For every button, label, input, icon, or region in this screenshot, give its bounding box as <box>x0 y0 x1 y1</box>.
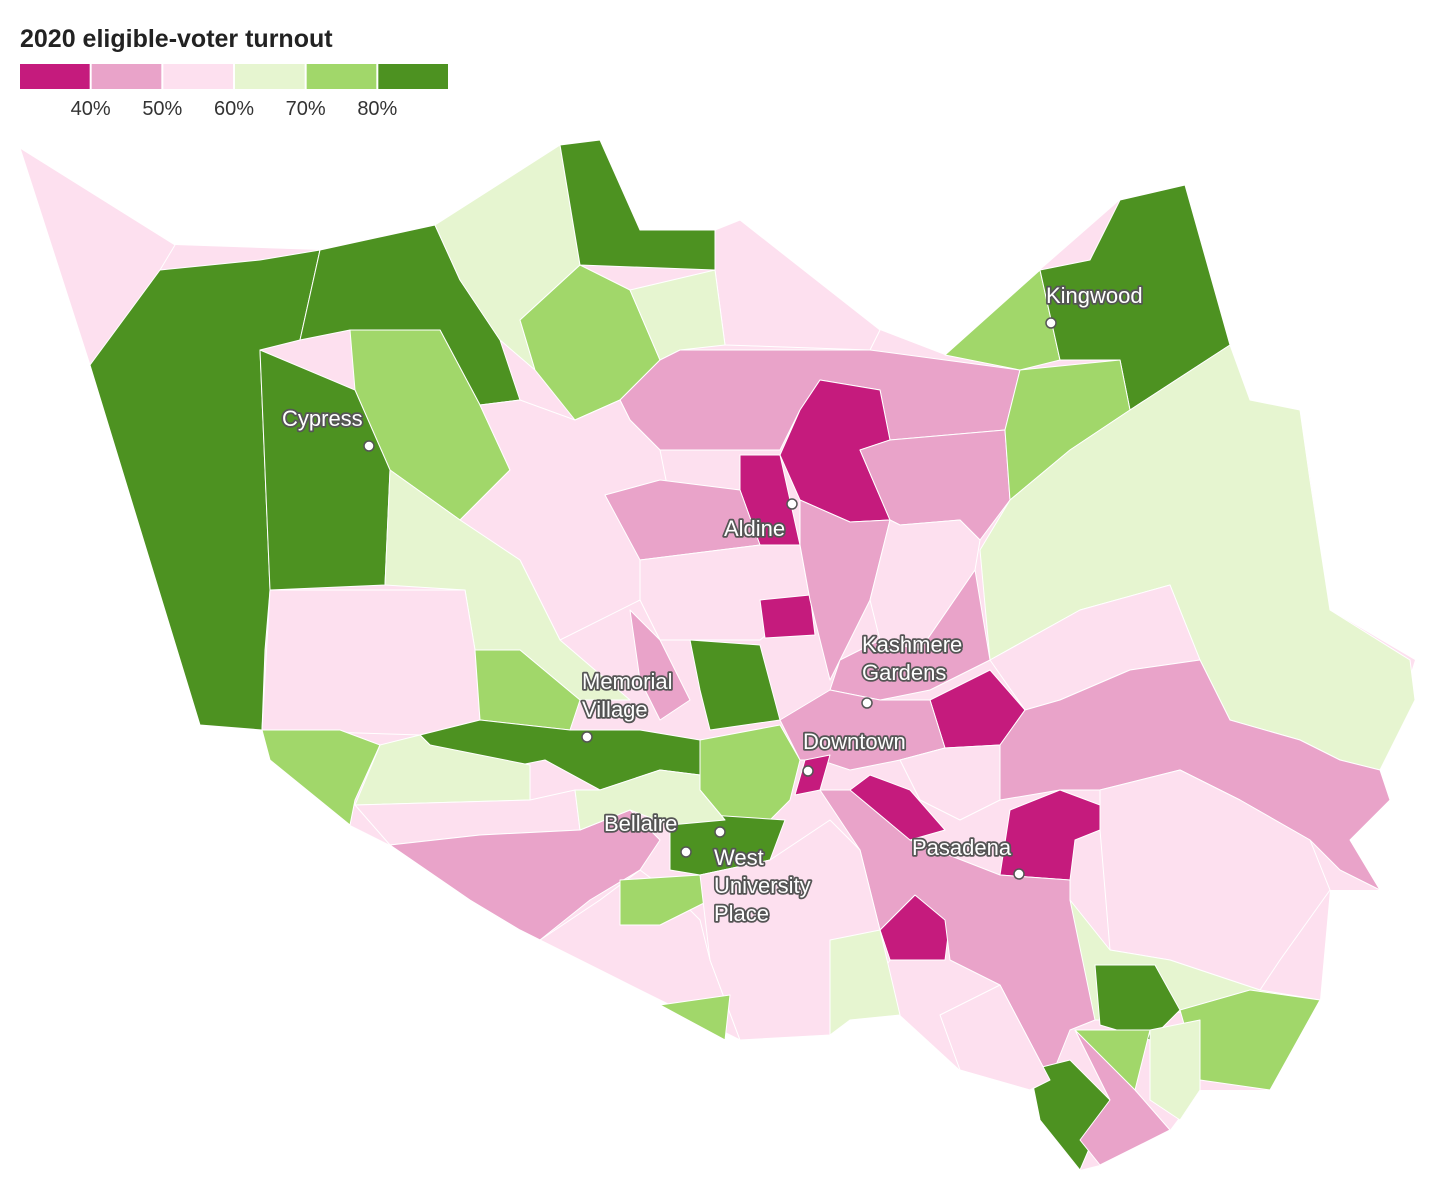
region <box>261 589 481 736</box>
region <box>759 594 816 639</box>
region <box>714 219 881 351</box>
region <box>1094 964 1181 1041</box>
place-dot <box>581 731 593 743</box>
place-label: Cypress <box>282 406 363 431</box>
places: Kingwood Cypress Aldine Kashmere Gardens Memo… <box>280 281 1144 928</box>
region <box>574 769 726 831</box>
chart-title: 2020 eligible-voter turnout <box>20 25 333 53</box>
legend-tick-label: 80% <box>357 98 397 120</box>
region <box>1074 1029 1171 1166</box>
regions <box>19 139 1416 1171</box>
region <box>1099 769 1331 991</box>
place-label: Kashmere <box>862 632 962 657</box>
place-dot <box>1013 868 1025 880</box>
place-label: Memorial <box>582 669 672 694</box>
region <box>1179 989 1321 1091</box>
place-label: University <box>714 873 811 898</box>
region <box>629 269 726 361</box>
region <box>829 929 901 1036</box>
legend-swatch <box>91 64 162 89</box>
legend-tick-label: 50% <box>142 98 182 120</box>
place-label: Gardens <box>862 660 946 685</box>
place-label: Village <box>582 697 648 722</box>
place-dot <box>680 846 692 858</box>
region <box>619 874 711 926</box>
region <box>689 639 781 731</box>
place-dot <box>1045 317 1057 329</box>
place-label: Downtown <box>803 729 906 754</box>
region <box>1149 1019 1201 1121</box>
legend-tick-label: 70% <box>286 98 326 120</box>
place-label: Bellaire <box>604 811 677 836</box>
region <box>559 139 716 271</box>
place-label: Place <box>714 901 769 926</box>
region <box>629 609 691 721</box>
place-dot <box>802 765 814 777</box>
legend-swatch <box>20 64 90 89</box>
region <box>944 269 1061 371</box>
place-dot <box>714 826 726 838</box>
legend-tick-label: 60% <box>214 98 254 120</box>
place-label: Pasadena <box>912 835 1012 860</box>
legend-swatch <box>306 64 377 89</box>
legend-swatch <box>235 64 305 89</box>
place-label: West <box>714 845 764 870</box>
place-dot <box>363 440 375 452</box>
place-dot <box>786 498 798 510</box>
region <box>474 649 581 731</box>
region <box>939 984 1051 1091</box>
place-label: Kingwood <box>1046 283 1143 308</box>
region <box>604 479 761 561</box>
place-label: Aldine <box>724 516 785 541</box>
legend-swatch <box>378 64 448 89</box>
place-dot <box>861 697 873 709</box>
legend-tick-label: 40% <box>71 98 111 120</box>
legend: 40% 50% 60% 70% 80% <box>20 64 448 120</box>
legend-swatch <box>163 64 233 89</box>
region <box>261 729 381 826</box>
region <box>819 789 1101 1081</box>
region <box>659 994 731 1041</box>
